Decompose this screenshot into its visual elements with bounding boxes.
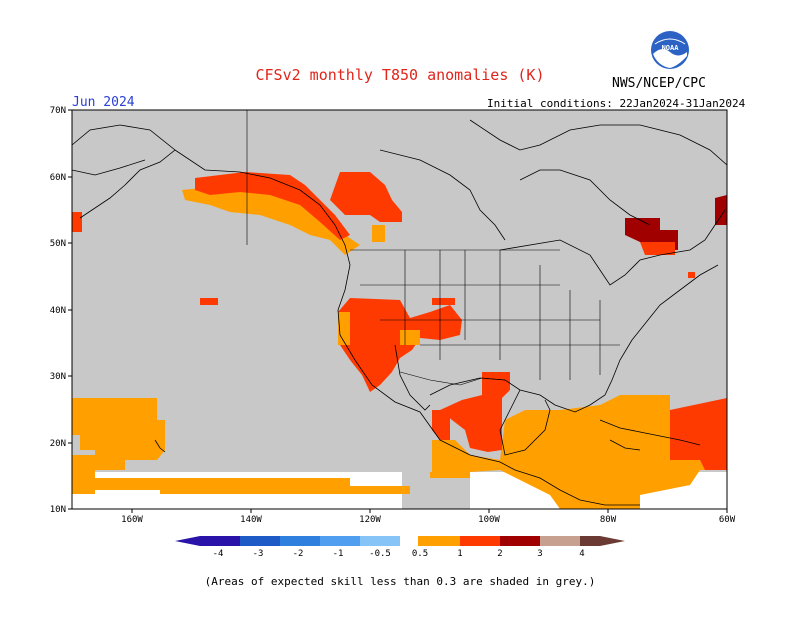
- colorbar-arrow-right: [600, 536, 625, 546]
- strong-anomaly-region: [432, 298, 455, 305]
- skill-caption: (Areas of expected skill less than 0.3 a…: [204, 575, 596, 588]
- colorbar-swatch: [580, 536, 600, 546]
- strong-anomaly-region: [330, 172, 402, 222]
- colorbar-swatch: [320, 536, 360, 546]
- positive-anomaly-region: [372, 225, 385, 242]
- positive-anomaly-region: [72, 398, 165, 470]
- strong-anomaly-region: [432, 410, 450, 440]
- initial-conditions-label: Initial conditions: 22Jan2024-31Jan2024: [487, 97, 746, 110]
- coastlines: [72, 119, 727, 506]
- lon-label: 160W: [121, 515, 143, 525]
- valid-month-label: Jun 2024: [72, 95, 135, 110]
- positive-anomaly-region: [182, 185, 360, 255]
- colorbar-label: -3: [253, 549, 264, 559]
- noaa-logo: NOAA: [651, 31, 689, 69]
- colorbar-label: -2: [293, 549, 304, 559]
- positive-anomaly-region: [72, 455, 410, 494]
- strong-anomaly-region: [200, 298, 218, 305]
- colorbar-swatch: [500, 536, 540, 546]
- lat-label: 40N: [50, 306, 66, 316]
- positive-anomaly-region: [430, 472, 470, 478]
- lat-label: 70N: [50, 106, 66, 116]
- lat-label: 20N: [50, 439, 66, 449]
- lon-label: 80W: [600, 515, 617, 525]
- strong-anomaly-region: [640, 242, 675, 255]
- map-title: CFSv2 monthly T850 anomalies (K): [255, 66, 545, 84]
- strong-anomaly-region: [195, 172, 350, 240]
- positive-anomaly-region: [400, 330, 420, 345]
- positive-anomaly-region: [185, 478, 225, 486]
- political-borders: [246, 110, 620, 386]
- colorbar-label: 2: [497, 549, 502, 559]
- positive-anomaly-region: [432, 395, 727, 509]
- colorbar: -4 -3 -2 -1 -0.5 0.5 1 2 3 4: [175, 536, 625, 559]
- lon-label: 100W: [478, 515, 500, 525]
- organization-label: NWS/NCEP/CPC: [612, 76, 706, 91]
- colorbar-swatch: [360, 536, 400, 546]
- strong-anomaly-region: [72, 212, 82, 232]
- lon-label: 60W: [719, 515, 736, 525]
- colorbar-swatch: [460, 536, 500, 546]
- lat-label: 50N: [50, 239, 66, 249]
- lat-label: 10N: [50, 505, 66, 515]
- colorbar-label: 1: [457, 549, 462, 559]
- colorbar-swatch: [240, 536, 280, 546]
- colorbar-arrow-left: [175, 536, 200, 546]
- colorbar-swatch: [280, 536, 320, 546]
- colorbar-label: 0.5: [412, 549, 428, 559]
- strong-anomaly-region: [670, 398, 727, 470]
- colorbar-swatch: [540, 536, 580, 546]
- strong-anomaly-region: [440, 372, 510, 452]
- strong-anomaly-region: [688, 272, 695, 278]
- colorbar-label: 3: [537, 549, 542, 559]
- axis-ticks: [68, 109, 728, 513]
- lat-label: 60N: [50, 173, 66, 183]
- colorbar-swatch: [400, 536, 418, 546]
- lon-label: 120W: [359, 515, 381, 525]
- colorbar-swatch: [200, 536, 240, 546]
- noaa-logo-text: NOAA: [662, 44, 680, 52]
- colorbar-swatch: [418, 536, 460, 546]
- lat-label: 30N: [50, 372, 66, 382]
- very-strong-anomaly-region: [715, 195, 727, 225]
- colorbar-label: -4: [213, 549, 224, 559]
- colorbar-label: -0.5: [369, 549, 391, 559]
- colorbar-label: 4: [579, 549, 584, 559]
- colorbar-label: -1: [333, 549, 344, 559]
- lon-label: 140W: [240, 515, 262, 525]
